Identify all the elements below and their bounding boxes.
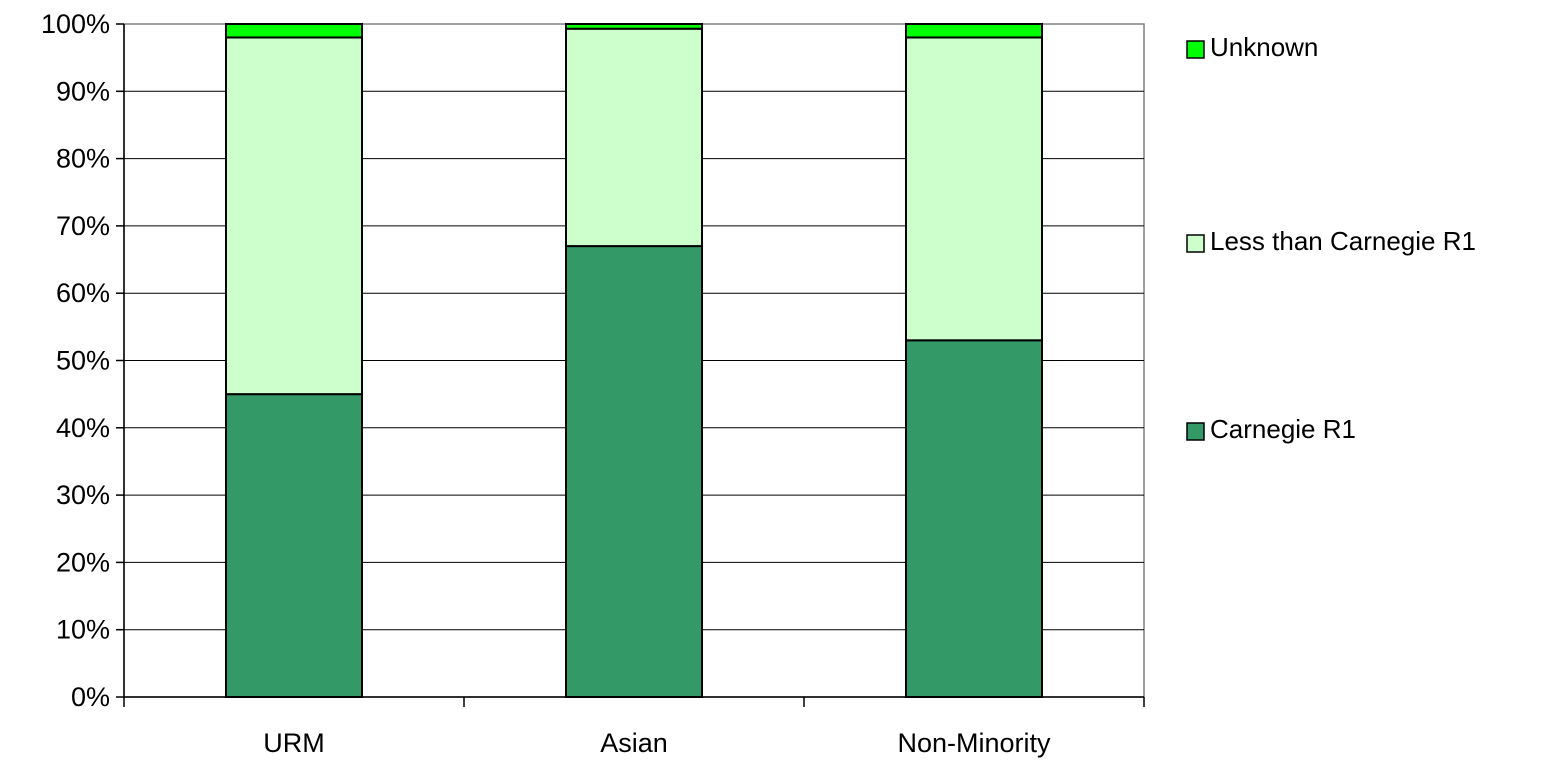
y-tick-label: 50% — [56, 346, 110, 376]
legend: Unknown Less than Carnegie R1 Carnegie R1 — [1186, 32, 1476, 444]
bar-segment — [905, 36, 1043, 342]
y-tick-label: 70% — [56, 211, 110, 241]
x-category-label: Non-Minority — [897, 728, 1051, 758]
y-tick-label: 30% — [56, 480, 110, 510]
bar-segment — [225, 23, 363, 39]
y-tick-label: 40% — [56, 413, 110, 443]
legend-label: Unknown — [1210, 32, 1318, 62]
bars — [225, 23, 1043, 698]
y-tick-label: 20% — [56, 547, 110, 577]
x-category-label: URM — [263, 728, 325, 758]
bar-segment — [565, 245, 703, 698]
y-tick-label: 80% — [56, 144, 110, 174]
legend-label: Carnegie R1 — [1210, 414, 1356, 444]
legend-swatch — [1186, 40, 1205, 59]
bar-segment — [565, 23, 703, 30]
y-tick-label: 60% — [56, 278, 110, 308]
x-category-label: Asian — [600, 728, 668, 758]
legend-label: Less than Carnegie R1 — [1210, 226, 1476, 256]
y-tick-label: 90% — [56, 76, 110, 106]
y-tick-label: 100% — [41, 9, 110, 39]
bar-segment — [225, 393, 363, 698]
bar-segment — [905, 339, 1043, 698]
bar-segment — [905, 23, 1043, 39]
legend-swatch — [1186, 422, 1205, 441]
y-tick-label: 10% — [56, 615, 110, 645]
y-tick-label: 0% — [71, 682, 110, 712]
bar-segment — [225, 36, 363, 396]
axes: 0% 10% 20% 30% 40% 50% 60% 70% 80% 90% 100% URM Asia… — [41, 9, 1145, 758]
legend-swatch — [1186, 234, 1205, 253]
bar-segment — [565, 27, 703, 248]
